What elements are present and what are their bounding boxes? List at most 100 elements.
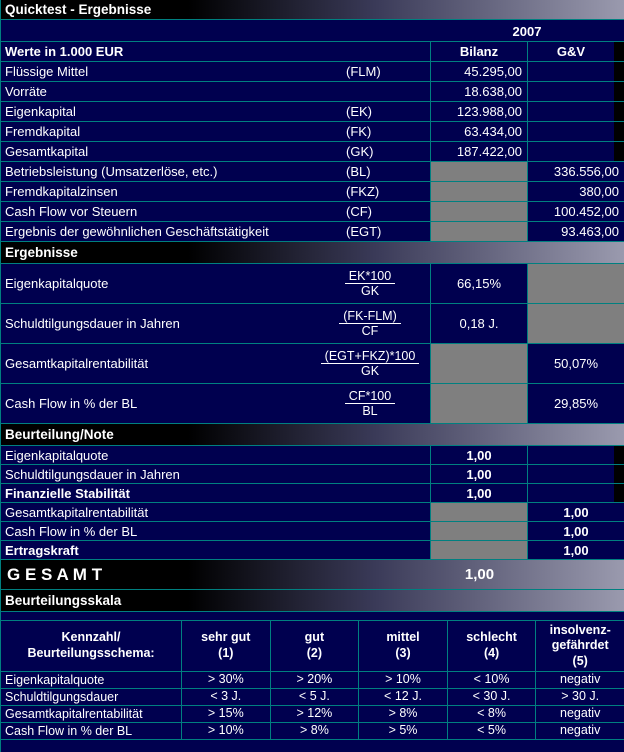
scale-cell: < 5% bbox=[446, 723, 536, 739]
bilanz-result-cell: 0,18 J. bbox=[430, 304, 527, 343]
note-row-eigenkapitalquote: Eigenkapitalquote 1,00 bbox=[1, 446, 624, 465]
scale-cell: negativ bbox=[535, 723, 624, 739]
year-row: 2007 bbox=[1, 20, 624, 42]
scale-cell: > 5% bbox=[358, 723, 447, 739]
note-row-ertragskraft: Ertragskraft 1,00 bbox=[1, 541, 624, 560]
row-label: Fremdkapital bbox=[5, 124, 81, 139]
scale-cell: < 8% bbox=[446, 706, 536, 722]
bilanz-muted-cell bbox=[430, 522, 527, 540]
bilanz-muted-cell bbox=[430, 503, 527, 521]
gv-result-cell: 29,85% bbox=[527, 384, 624, 423]
data-row-betriebsleistung: Betriebsleistung (Umsatzerlöse, etc.) (B… bbox=[1, 162, 624, 182]
formula-denominator: GK bbox=[360, 364, 380, 378]
bilanz-column-header: Bilanz bbox=[430, 42, 527, 61]
gv-muted-cell bbox=[527, 264, 624, 303]
note-row-cash-flow-prozent-bl: Cash Flow in % der BL 1,00 bbox=[1, 522, 624, 541]
data-row-vorraete: Vorräte 18.638,00 bbox=[1, 82, 624, 102]
bilanz-value-cell[interactable]: 63.434,00 bbox=[430, 122, 527, 141]
data-row-egt: Ergebnis der gewöhnlichen Geschäftstätig… bbox=[1, 222, 624, 242]
scale-cell: negativ bbox=[535, 706, 624, 722]
gv-value-cell[interactable]: 93.463,00 bbox=[527, 222, 624, 241]
row-label: Schuldtilgungsdauer in Jahren bbox=[5, 466, 180, 482]
row-label: Ertragskraft bbox=[5, 542, 79, 558]
scale-cell: > 8% bbox=[269, 723, 359, 739]
year-header: 2007 bbox=[512, 24, 542, 39]
scale-header-row: Kennzahl/ Beurteilungsschema: sehr gut (… bbox=[1, 620, 624, 672]
gesamt-row: G E S A M T 1,00 bbox=[1, 560, 624, 590]
row-code: (BL) bbox=[346, 164, 371, 179]
gv-note-cell: 1,00 bbox=[527, 522, 624, 540]
row-code: (EGT) bbox=[346, 224, 382, 239]
scale-cell: < 30 J. bbox=[446, 689, 536, 705]
scale-header-sehr-gut: sehr gut (1) bbox=[181, 621, 270, 671]
scale-cell: > 20% bbox=[269, 672, 359, 688]
row-code: (FK) bbox=[346, 124, 372, 139]
scale-row-cash-flow-prozent-bl: Cash Flow in % der BL > 10% > 8% > 5% < … bbox=[1, 723, 624, 740]
note-row-finanzielle-stabilitaet: Finanzielle Stabilität 1,00 bbox=[1, 484, 624, 503]
scale-cell: < 12 J. bbox=[358, 689, 447, 705]
ergebnisse-section-header: Ergebnisse bbox=[1, 242, 624, 264]
scale-cell: > 8% bbox=[358, 706, 447, 722]
gv-result-cell: 50,07% bbox=[527, 344, 624, 383]
bottom-filler bbox=[1, 740, 624, 752]
gv-note-cell bbox=[527, 484, 624, 502]
scale-row-label: Schuldtilgungsdauer bbox=[5, 690, 119, 704]
bilanz-value-cell[interactable]: 187.422,00 bbox=[430, 142, 527, 161]
sheet-title-band: Quicktest - Ergebnisse bbox=[1, 0, 624, 20]
scale-row-gesamtkapitalrentabilitaet: Gesamtkapitalrentabilität > 15% > 12% > … bbox=[1, 706, 624, 723]
row-label: Gesamtkapitalrentabilität bbox=[5, 356, 149, 371]
gv-value-cell[interactable]: 100.452,00 bbox=[527, 202, 624, 221]
scale-cell: > 30% bbox=[181, 672, 270, 688]
formula-denominator: CF bbox=[361, 324, 379, 338]
formula-fraction: (FK-FLM) CF bbox=[339, 309, 401, 339]
gv-value-cell[interactable]: 336.556,00 bbox=[527, 162, 624, 181]
formula-denominator: BL bbox=[362, 404, 378, 418]
row-label: Flüssige Mittel bbox=[5, 64, 89, 79]
bilanz-value-cell[interactable]: 18.638,00 bbox=[430, 82, 527, 101]
scale-cell: > 10% bbox=[358, 672, 447, 688]
scale-cell: negativ bbox=[535, 672, 624, 688]
scale-cell: > 12% bbox=[269, 706, 359, 722]
formula-fraction: (EGT+FKZ)*100 GK bbox=[320, 349, 420, 379]
row-label: Betriebsleistung (Umsatzerlöse, etc.) bbox=[5, 164, 218, 179]
row-label: Cash Flow in % der BL bbox=[5, 396, 138, 411]
scale-header-mittel: mittel (3) bbox=[358, 621, 447, 671]
data-row-fremdkapitalzinsen: Fremdkapitalzinsen (FKZ) 380,00 bbox=[1, 182, 624, 202]
gv-value-cell bbox=[527, 122, 624, 141]
row-label: Gesamtkapitalrentabilität bbox=[5, 504, 149, 520]
row-label: Fremdkapitalzinsen bbox=[5, 184, 118, 199]
scale-row-label: Gesamtkapitalrentabilität bbox=[5, 707, 143, 721]
gv-note-cell: 1,00 bbox=[527, 541, 624, 559]
bilanz-value-cell[interactable]: 45.295,00 bbox=[430, 62, 527, 81]
section-title: Beurteilungsskala bbox=[5, 593, 122, 608]
bilanz-note-cell: 1,00 bbox=[430, 484, 527, 502]
data-row-fluessige-mittel: Flüssige Mittel (FLM) 45.295,00 bbox=[1, 62, 624, 82]
formula-denominator: GK bbox=[360, 284, 380, 298]
scale-row-schuldtilgungsdauer: Schuldtilgungsdauer < 3 J. < 5 J. < 12 J… bbox=[1, 689, 624, 706]
column-header-row: Werte in 1.000 EUR Bilanz G&V bbox=[1, 42, 624, 62]
gv-value-cell bbox=[527, 62, 624, 81]
scale-header-insolvenz: insolvenz- gefährdet (5) bbox=[535, 621, 624, 671]
gv-value-cell[interactable]: 380,00 bbox=[527, 182, 624, 201]
page-title: Quicktest - Ergebnisse bbox=[5, 2, 152, 17]
gv-value-cell bbox=[527, 102, 624, 121]
scale-row-eigenkapitalquote: Eigenkapitalquote > 30% > 20% > 10% < 10… bbox=[1, 672, 624, 689]
row-code: (EK) bbox=[346, 104, 372, 119]
row-code: (FKZ) bbox=[346, 184, 380, 199]
ratio-row-eigenkapitalquote: Eigenkapitalquote EK*100 GK 66,15% bbox=[1, 264, 624, 304]
row-label: Ergebnis der gewöhnlichen Geschäftstätig… bbox=[5, 224, 269, 239]
formula-numerator: (FK-FLM) bbox=[339, 309, 401, 324]
data-row-fremdkapital: Fremdkapital (FK) 63.434,00 bbox=[1, 122, 624, 142]
data-row-cash-flow-vor-steuern: Cash Flow vor Steuern (CF) 100.452,00 bbox=[1, 202, 624, 222]
ratio-row-cash-flow-prozent-bl: Cash Flow in % der BL CF*100 BL 29,85% bbox=[1, 384, 624, 424]
gv-note-cell bbox=[527, 465, 624, 483]
row-label: Eigenkapitalquote bbox=[5, 447, 109, 463]
row-label: Cash Flow vor Steuern bbox=[5, 204, 138, 219]
bilanz-value-cell[interactable]: 123.988,00 bbox=[430, 102, 527, 121]
scale-cell: > 15% bbox=[181, 706, 270, 722]
gv-value-cell bbox=[527, 82, 624, 101]
row-label: Schuldtilgungsdauer in Jahren bbox=[5, 316, 180, 331]
row-label: Eigenkapitalquote bbox=[5, 276, 109, 291]
note-row-gesamtkapitalrentabilitaet: Gesamtkapitalrentabilität 1,00 bbox=[1, 503, 624, 522]
